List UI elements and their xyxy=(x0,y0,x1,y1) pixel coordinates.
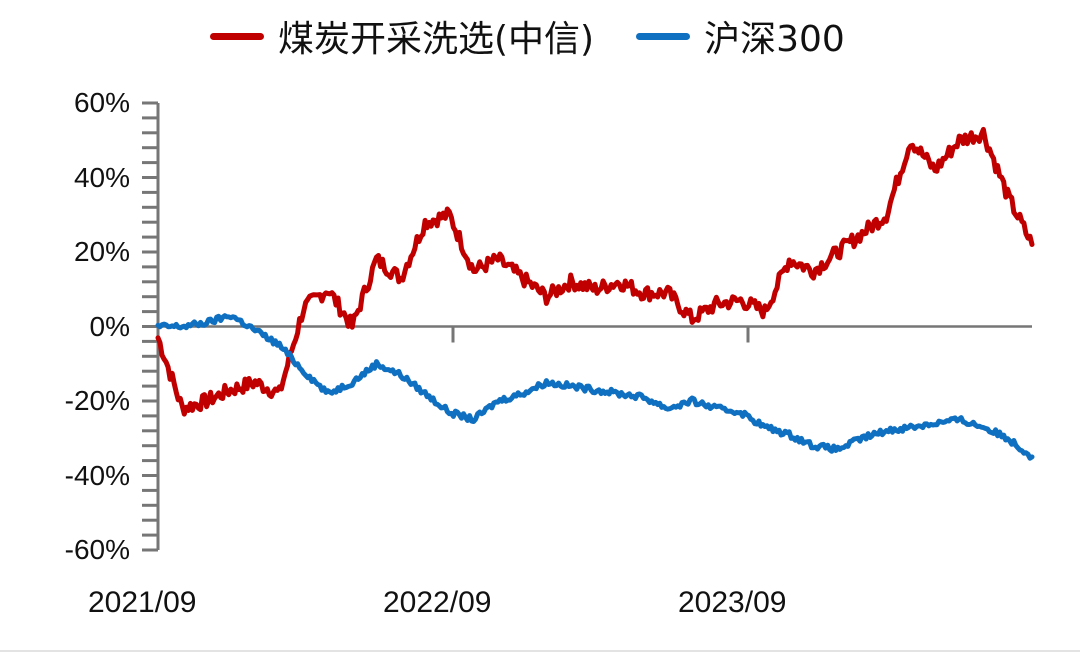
legend-swatch-csi300 xyxy=(636,32,691,40)
coal-mining-series-line xyxy=(155,126,1035,417)
legend-label-coal: 煤炭开采洗选(中信) xyxy=(278,19,595,60)
y-axis xyxy=(142,101,160,552)
x-tick-label: 2022/09 xyxy=(383,586,492,619)
x-tick-label: 2023/09 xyxy=(678,586,787,619)
x-axis xyxy=(158,325,1032,343)
legend-item-csi300: 沪深300 xyxy=(636,10,845,62)
y-tick-label: 20% xyxy=(73,236,130,267)
y-tick-label: 60% xyxy=(73,87,130,118)
legend-item-coal: 煤炭开采洗选(中信) xyxy=(210,10,594,62)
legend-label-csi300: 沪深300 xyxy=(704,19,845,60)
legend-swatch-coal xyxy=(210,32,264,40)
y-tick-label: -20% xyxy=(64,385,130,416)
y-tick-label: -40% xyxy=(64,460,130,491)
bottom-divider xyxy=(0,650,1080,652)
x-tick-label: 2021/09 xyxy=(88,586,197,619)
y-tick-label: 0% xyxy=(89,311,130,342)
csi300-series-line xyxy=(155,313,1035,461)
series-lines xyxy=(155,126,1035,461)
legend: 煤炭开采洗选(中信) 沪深300 xyxy=(210,8,887,64)
y-tick-label: -60% xyxy=(64,534,130,565)
y-tick-label: 40% xyxy=(73,162,130,193)
